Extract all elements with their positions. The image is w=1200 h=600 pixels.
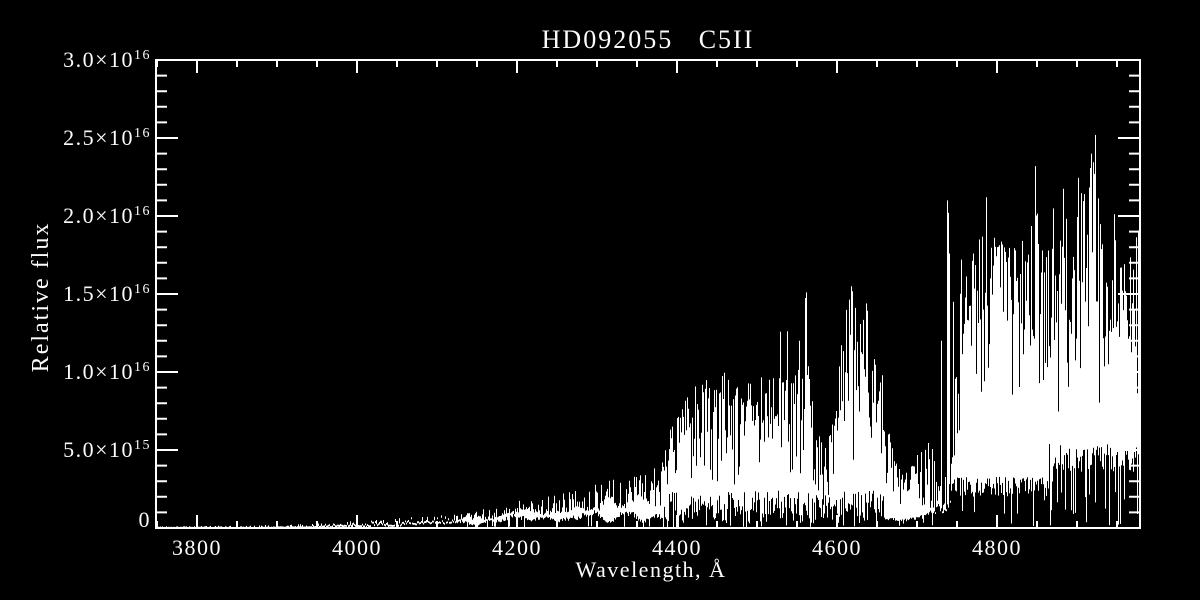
svg-text:0: 0 xyxy=(139,507,152,532)
svg-text:3800: 3800 xyxy=(172,535,222,560)
svg-text:4200: 4200 xyxy=(492,535,542,560)
svg-text:2.5×1016: 2.5×1016 xyxy=(63,125,151,150)
svg-text:Wavelength, Å: Wavelength, Å xyxy=(576,557,727,582)
svg-text:4400: 4400 xyxy=(652,535,702,560)
svg-text:5.0×1015: 5.0×1015 xyxy=(63,437,151,462)
svg-text:4800: 4800 xyxy=(972,535,1022,560)
svg-text:4000: 4000 xyxy=(332,535,382,560)
svg-text:4600: 4600 xyxy=(812,535,862,560)
svg-text:Relative flux: Relative flux xyxy=(28,222,54,373)
svg-text:HD092055 C5II: HD092055 C5II xyxy=(542,25,755,54)
